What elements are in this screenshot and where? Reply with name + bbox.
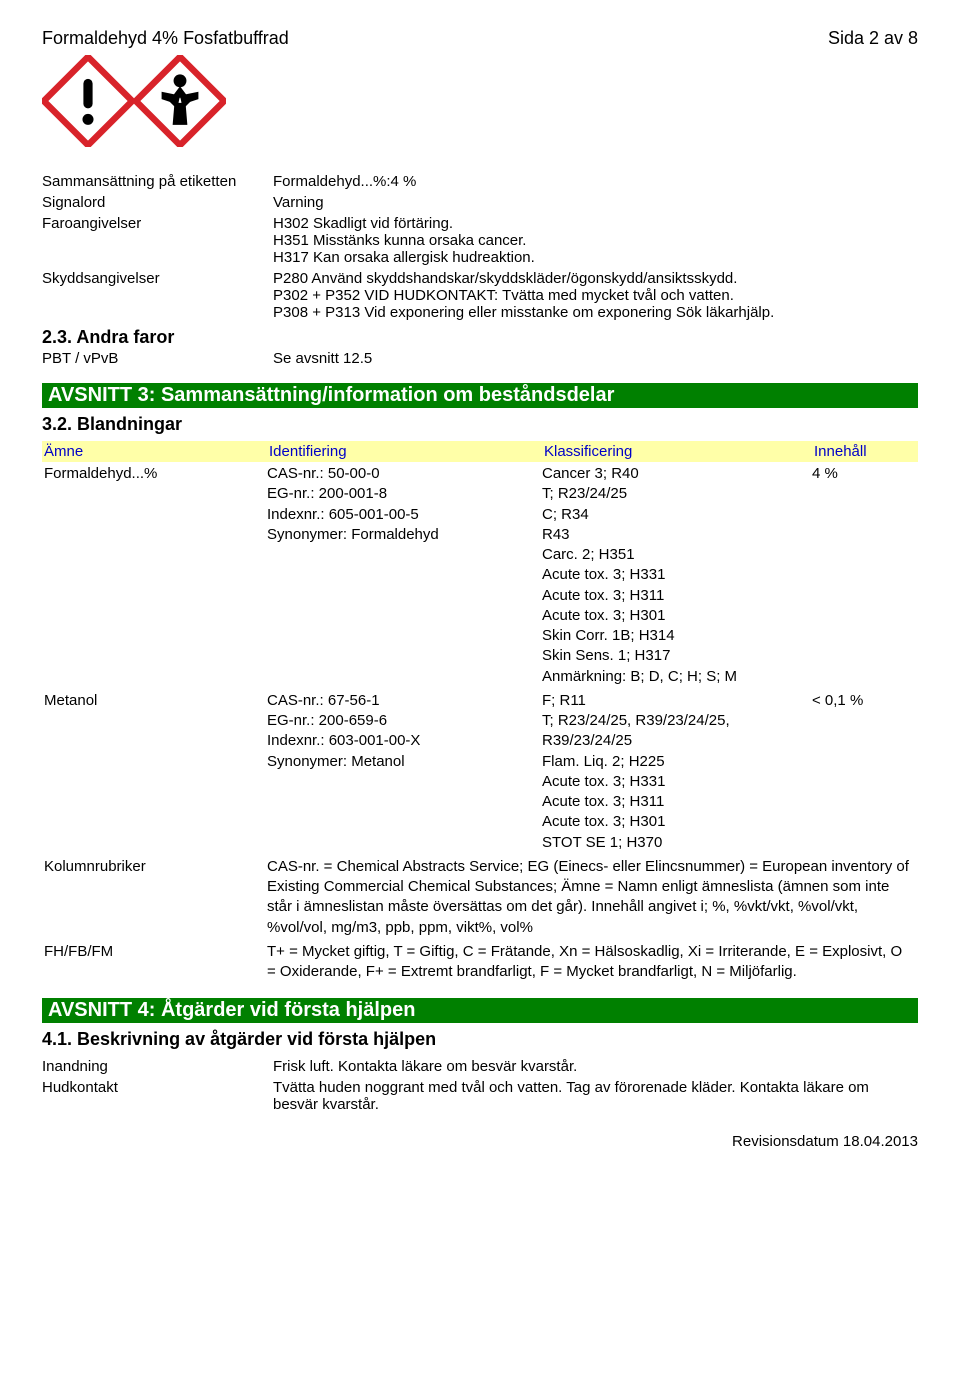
kv-label: Faroangivelser [42,213,273,268]
ghs-exclamation-icon [42,55,134,147]
substance-ident: CAS-nr.: 67-56-1EG-nr.: 200-659-6Indexnr… [265,689,540,855]
ghs-health-hazard-icon [134,55,226,147]
subheading-2-3: 2.3. Andra faror [42,323,918,348]
footnote-label: Kolumnrubriker [42,855,265,940]
kv-value: Varning [273,192,918,213]
doc-title: Formaldehyd 4% Fosfatbuffrad [42,28,289,49]
kv-value: Formaldehyd...%:4 % [273,171,918,192]
col-innehall: Innehåll [812,441,918,462]
labelling-table: Sammansättning på etikettenFormaldehyd..… [42,171,918,323]
kv-label: Signalord [42,192,273,213]
pbt-label: PBT / vPvB [42,348,273,369]
table-row: MetanolCAS-nr.: 67-56-1EG-nr.: 200-659-6… [42,689,918,855]
composition-header-row: Ämne Identifiering Klassificering Innehå… [42,441,918,462]
page-number: Sida 2 av 8 [828,28,918,49]
first-aid-table: InandningFrisk luft. Kontakta läkare om … [42,1056,918,1115]
substance-class: F; R11T; R23/24/25, R39/23/24/25, R39/23… [540,689,810,855]
pbt-row: PBT / vPvB Se avsnitt 12.5 [42,348,918,369]
col-klassificering: Klassificering [542,441,812,462]
substance-class: Cancer 3; R40T; R23/24/25C; R34R43Carc. … [540,462,810,689]
first-aid-label: Hudkontakt [42,1077,273,1115]
pbt-value: Se avsnitt 12.5 [273,348,918,369]
first-aid-value: Tvätta huden noggrant med tvål och vatte… [273,1077,918,1115]
kv-label: Sammansättning på etiketten [42,171,273,192]
substance-name: Formaldehyd...% [42,462,265,689]
footnote-label: FH/FB/FM [42,940,265,985]
composition-table: Formaldehyd...%CAS-nr.: 50-00-0EG-nr.: 2… [42,462,918,855]
revision-date: Revisionsdatum 18.04.2013 [42,1133,918,1150]
substance-amount: < 0,1 % [810,689,918,855]
footnote-text: CAS-nr. = Chemical Abstracts Service; EG… [265,855,918,940]
substance-ident: CAS-nr.: 50-00-0EG-nr.: 200-001-8Indexnr… [265,462,540,689]
section-3-bar: AVSNITT 3: Sammansättning/information om… [42,383,918,408]
first-aid-value: Frisk luft. Kontakta läkare om besvär kv… [273,1056,918,1077]
table-row: Formaldehyd...%CAS-nr.: 50-00-0EG-nr.: 2… [42,462,918,689]
section-3-sub: 3.2. Blandningar [42,414,918,435]
kv-label: Skyddsangivelser [42,268,273,323]
section-4-sub: 4.1. Beskrivning av åtgärder vid första … [42,1029,918,1050]
col-amne: Ämne [42,441,267,462]
first-aid-label: Inandning [42,1056,273,1077]
composition-footnotes: KolumnrubrikerCAS-nr. = Chemical Abstrac… [42,855,918,985]
section-4-bar: AVSNITT 4: Åtgärder vid första hjälpen [42,998,918,1023]
substance-name: Metanol [42,689,265,855]
kv-value: H302 Skadligt vid förtäring.H351 Misstän… [273,213,918,268]
footnote-text: T+ = Mycket giftig, T = Giftig, C = Frät… [265,940,918,985]
col-identifiering: Identifiering [267,441,542,462]
kv-value: P280 Använd skyddshandskar/skyddskläder/… [273,268,918,323]
hazard-pictograms [42,55,918,147]
substance-amount: 4 % [810,462,918,689]
